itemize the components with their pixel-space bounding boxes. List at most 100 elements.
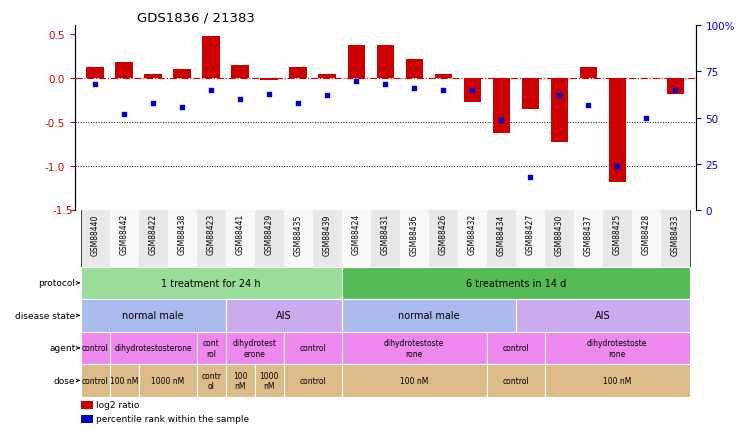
Bar (197, 211, 226, 267)
Text: agent: agent (49, 344, 76, 352)
Point (147, 100, 159, 107)
Text: GSM88436: GSM88436 (410, 214, 419, 255)
Text: GSM88423: GSM88423 (206, 214, 215, 255)
Text: GSM88434: GSM88434 (497, 214, 506, 255)
Text: 1000 nM: 1000 nM (151, 376, 184, 385)
Point (321, 93, 333, 100)
Bar (342, 267, 690, 299)
Bar (87, 67, 104, 79)
Bar (226, 299, 342, 332)
Bar (138, 211, 168, 267)
Bar (371, 211, 399, 267)
Text: 1000
nM: 1000 nM (260, 371, 279, 390)
Text: normal male: normal male (123, 311, 184, 321)
Bar (197, 364, 226, 397)
Text: GSM88439: GSM88439 (322, 214, 331, 255)
Bar (609, 79, 626, 183)
Bar (319, 75, 336, 79)
Text: GSM88424: GSM88424 (352, 214, 361, 255)
Text: dihydrotestoste
rone: dihydrotestoste rone (587, 339, 648, 358)
Text: control: control (503, 376, 529, 385)
Text: GSM88425: GSM88425 (613, 214, 622, 255)
Text: GSM88442: GSM88442 (120, 214, 129, 255)
Text: GSM88437: GSM88437 (583, 214, 593, 255)
Bar (174, 70, 191, 79)
Bar (603, 211, 632, 267)
Bar (81, 299, 226, 332)
Point (611, 163, 623, 170)
Bar (666, 79, 684, 95)
Point (495, 117, 507, 124)
Text: control: control (82, 344, 108, 352)
Bar (342, 364, 487, 397)
Bar (516, 211, 545, 267)
Bar (289, 67, 307, 79)
Point (640, 115, 652, 122)
Text: log2 ratio: log2 ratio (96, 400, 139, 409)
Text: GSM88427: GSM88427 (526, 214, 535, 255)
Bar (464, 79, 481, 102)
Bar (110, 364, 138, 397)
Bar (197, 332, 226, 364)
Bar (545, 211, 574, 267)
Point (582, 102, 594, 109)
Bar (376, 46, 394, 79)
Bar (138, 364, 197, 397)
Bar (435, 75, 452, 79)
Bar (115, 63, 133, 79)
Text: 1 treatment for 24 h: 1 treatment for 24 h (162, 278, 261, 288)
Point (438, 87, 450, 94)
Bar (574, 211, 603, 267)
Text: AIS: AIS (276, 311, 292, 321)
Bar (283, 211, 313, 267)
Bar (81, 211, 110, 267)
Text: 100
nM: 100 nM (233, 371, 248, 390)
Point (350, 78, 362, 85)
Text: 100 nM: 100 nM (400, 376, 429, 385)
Bar (632, 211, 660, 267)
Bar (81, 401, 93, 409)
Bar (487, 211, 516, 267)
Bar (231, 66, 249, 79)
Bar (342, 211, 371, 267)
FancyArrowPatch shape (76, 282, 79, 285)
Bar (254, 364, 283, 397)
Point (466, 87, 478, 94)
FancyArrowPatch shape (76, 347, 79, 349)
Text: control: control (503, 344, 529, 352)
FancyArrowPatch shape (76, 314, 79, 317)
Bar (203, 36, 220, 79)
Text: control: control (82, 376, 108, 385)
Bar (81, 332, 110, 364)
Text: contr
ol: contr ol (201, 371, 221, 390)
Bar (521, 79, 539, 110)
Point (234, 96, 246, 103)
Bar (144, 75, 162, 79)
Bar (580, 68, 597, 79)
Bar (660, 211, 690, 267)
Text: dihydrotestosterone: dihydrotestosterone (114, 344, 192, 352)
Text: control: control (299, 376, 326, 385)
Point (177, 104, 188, 111)
Bar (545, 332, 690, 364)
Bar (110, 211, 138, 267)
Text: protocol: protocol (38, 279, 76, 288)
Point (524, 174, 536, 181)
Text: GSM88438: GSM88438 (177, 214, 187, 255)
Bar (348, 46, 365, 79)
Bar (168, 211, 197, 267)
Text: disease state: disease state (15, 311, 76, 320)
Text: GSM88430: GSM88430 (555, 214, 564, 255)
Bar (405, 59, 423, 79)
Text: GSM88433: GSM88433 (671, 214, 680, 255)
Text: GSM88426: GSM88426 (439, 214, 448, 255)
Bar (81, 364, 110, 397)
Bar (81, 267, 342, 299)
Point (89, 82, 101, 89)
Bar (110, 332, 197, 364)
Bar (226, 364, 254, 397)
Text: 100 nM: 100 nM (603, 376, 631, 385)
Text: dihydrotest
erone: dihydrotest erone (233, 339, 277, 358)
Bar (516, 299, 690, 332)
Bar (342, 299, 516, 332)
